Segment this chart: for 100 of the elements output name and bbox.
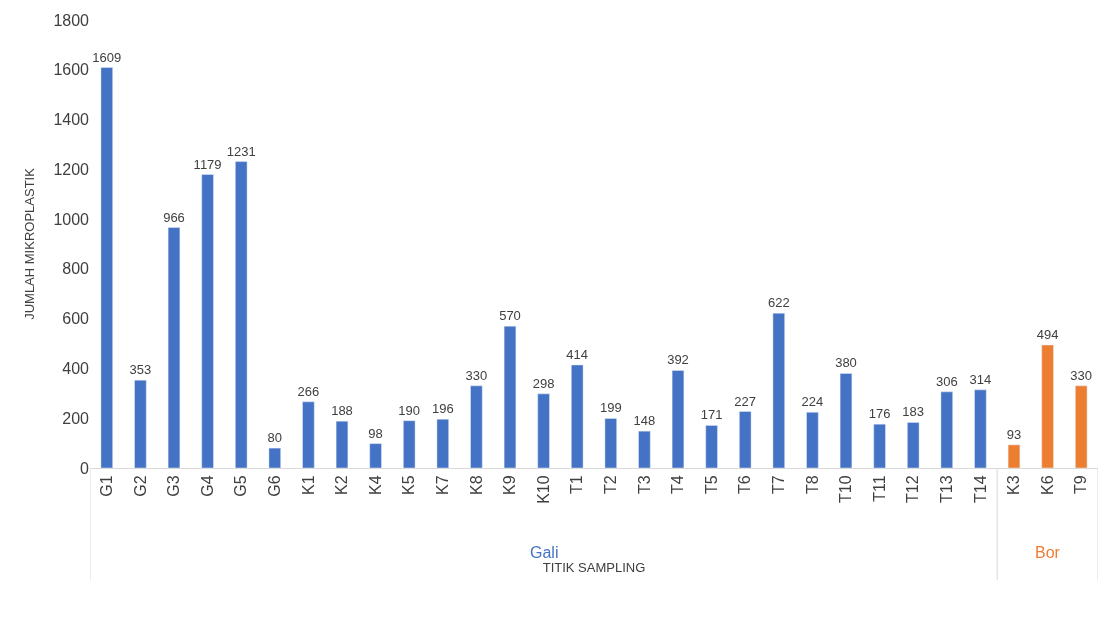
bar [806, 412, 819, 468]
x-tick-label: K8 [467, 475, 485, 495]
x-tick-label: T8 [803, 475, 821, 495]
bar [201, 174, 214, 468]
data-label: 306 [935, 373, 958, 389]
x-tick-label: K3 [1005, 475, 1023, 495]
data-label: 188 [331, 403, 353, 419]
x-tick-label: T7 [770, 475, 787, 495]
bar [302, 401, 315, 468]
data-label: 314 [969, 371, 992, 387]
y-tick-label: 1400 [53, 111, 90, 129]
x-tick-label: G2 [131, 475, 149, 497]
x-tick-label: T9 [1072, 475, 1090, 495]
bar [268, 447, 281, 468]
bar [537, 393, 550, 468]
data-label: 224 [801, 394, 824, 410]
bar [235, 161, 248, 468]
x-tick-label: K6 [1038, 475, 1056, 495]
text: Bor [1035, 544, 1061, 561]
x-tick-label: G4 [198, 475, 216, 497]
x-tick-label: G5 [232, 475, 250, 497]
bar [772, 312, 785, 468]
bar [839, 373, 853, 468]
data-label: 1179 [193, 156, 222, 172]
y-tick-label: 1000 [53, 210, 90, 228]
data-label: 330 [465, 367, 488, 383]
text: Gali [530, 544, 559, 561]
data-label: 148 [633, 413, 656, 429]
data-label: 494 [1036, 327, 1059, 343]
bar [671, 370, 685, 468]
x-tick-label: T6 [736, 475, 754, 495]
data-label: 392 [667, 352, 689, 368]
data-label: 266 [297, 383, 320, 399]
y-tick-label: 1200 [53, 160, 90, 178]
x-tick-label: K2 [333, 475, 351, 495]
bar [1041, 344, 1054, 468]
data-label: 80 [267, 430, 283, 446]
data-label: 98 [368, 425, 383, 441]
data-label: 1609 [92, 49, 122, 65]
bar [134, 379, 147, 468]
x-tick-label: T12 [904, 475, 922, 503]
data-label: 199 [599, 400, 622, 416]
bar [470, 385, 483, 468]
x-tick-label: T1 [568, 475, 586, 495]
x-tick-label: T14 [971, 475, 989, 503]
x-tick-label: K4 [366, 475, 384, 495]
bar [1075, 385, 1088, 468]
bar [100, 67, 113, 468]
data-label: 227 [734, 393, 757, 409]
bar [1007, 444, 1021, 468]
data-label: 966 [163, 209, 185, 225]
data-label: 570 [499, 308, 521, 324]
bar [403, 420, 416, 468]
data-label: 190 [398, 402, 421, 418]
y-axis-title: JUMLAH MIKROPLASTIK [22, 167, 38, 320]
x-tick-label: K1 [299, 475, 317, 495]
x-tick-label: K7 [434, 475, 451, 495]
x-tick-label: T13 [938, 475, 955, 503]
x-tick-label: G1 [98, 475, 115, 497]
x-axis-title: TITIK SAMPLING [542, 560, 646, 576]
bar [436, 418, 449, 468]
y-tick-label: 200 [62, 409, 90, 427]
y-tick-label: 1600 [53, 61, 90, 79]
bar [873, 423, 886, 468]
bar [705, 425, 718, 468]
y-tick-label: 400 [62, 360, 90, 378]
bar [907, 422, 920, 468]
data-label: 176 [868, 406, 891, 422]
data-label: 622 [767, 295, 790, 311]
bar [335, 420, 349, 468]
data-label: 1231 [226, 143, 256, 159]
y-tick-label: 600 [62, 310, 90, 328]
data-label: 298 [532, 375, 555, 391]
x-tick-label: G6 [266, 475, 283, 497]
x-tick-label: T10 [837, 475, 855, 503]
bar [503, 325, 517, 468]
data-label: 330 [1070, 367, 1093, 383]
bar [940, 391, 953, 468]
data-label: 183 [902, 404, 925, 420]
bar [638, 430, 651, 468]
bar [739, 411, 752, 468]
y-tick-label: 1800 [53, 11, 90, 29]
data-label: 353 [129, 362, 152, 378]
x-tick-label: T11 [870, 475, 888, 502]
data-label: 380 [835, 355, 857, 371]
y-tick-label: 800 [62, 260, 90, 278]
x-tick-label: T2 [602, 475, 619, 495]
x-tick-label: K9 [501, 475, 519, 495]
data-label: 171 [700, 407, 723, 423]
x-tick-label: T4 [669, 475, 687, 495]
x-tick-label: K10 [534, 475, 552, 504]
x-tick-label: G3 [165, 475, 183, 497]
bar [167, 227, 181, 468]
bar [604, 418, 617, 468]
data-label: 93 [1006, 426, 1022, 442]
x-tick-label: K5 [400, 475, 418, 495]
y-tick-label: 0 [80, 459, 90, 477]
data-label: 196 [431, 401, 454, 417]
x-tick-label: T3 [635, 475, 653, 495]
bar [369, 443, 382, 468]
